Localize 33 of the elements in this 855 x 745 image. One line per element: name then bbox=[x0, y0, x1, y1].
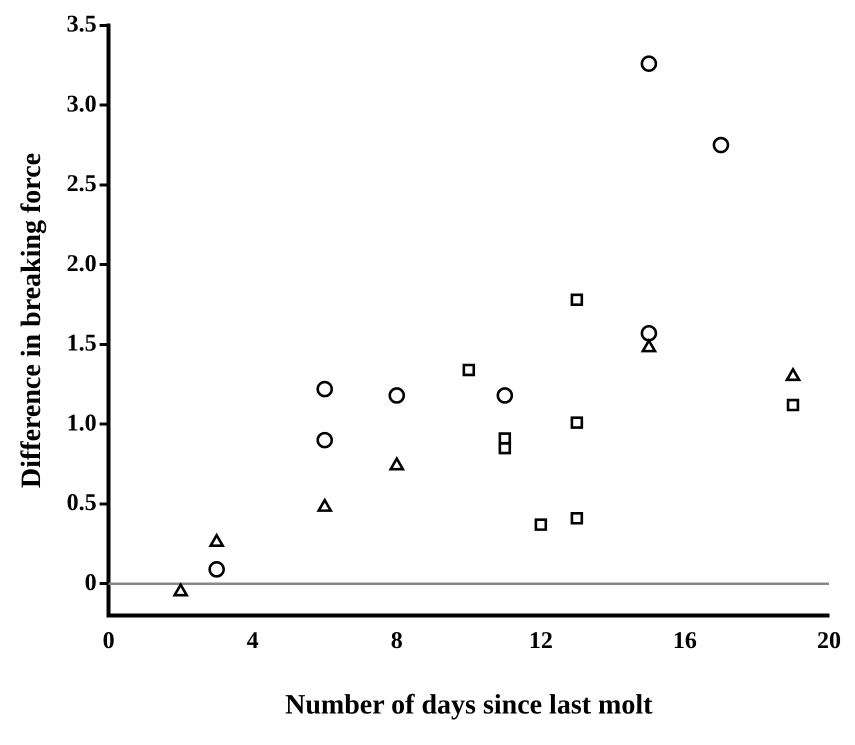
point bbox=[496, 387, 514, 404]
x-tick-label: 8 bbox=[390, 628, 403, 654]
y-tick-label: 0 bbox=[84, 570, 97, 596]
y-tick-label: 1.0 bbox=[66, 410, 97, 436]
point bbox=[786, 398, 800, 412]
point bbox=[570, 512, 584, 525]
y-axis-title: Difference in breaking force bbox=[16, 152, 48, 488]
x-tick-label: 16 bbox=[672, 628, 697, 654]
point bbox=[640, 324, 658, 342]
point bbox=[498, 432, 512, 445]
y-tick-label: 1.5 bbox=[66, 330, 97, 357]
y-tick-label: 0.5 bbox=[66, 490, 97, 516]
point bbox=[534, 518, 548, 531]
point bbox=[462, 364, 476, 376]
x-tick-label: 4 bbox=[246, 628, 259, 654]
point bbox=[786, 368, 800, 382]
point bbox=[570, 416, 584, 429]
point bbox=[640, 55, 658, 72]
point bbox=[316, 380, 334, 398]
x-axis-title: Number of days since last molt bbox=[285, 689, 654, 720]
point bbox=[712, 136, 730, 154]
point bbox=[316, 432, 334, 448]
x-tick-label: 20 bbox=[817, 628, 841, 654]
x-tick-label: 0 bbox=[102, 628, 115, 654]
y-tick-label: 2.0 bbox=[66, 250, 97, 277]
y-tick-label: 3.0 bbox=[66, 91, 97, 118]
point bbox=[208, 561, 225, 578]
x-tick-label: 12 bbox=[528, 628, 553, 654]
point bbox=[388, 387, 406, 404]
point bbox=[570, 294, 584, 306]
y-tick-label: 2.5 bbox=[66, 171, 97, 198]
y-tick-label: 3.5 bbox=[66, 12, 97, 38]
point bbox=[498, 442, 512, 454]
